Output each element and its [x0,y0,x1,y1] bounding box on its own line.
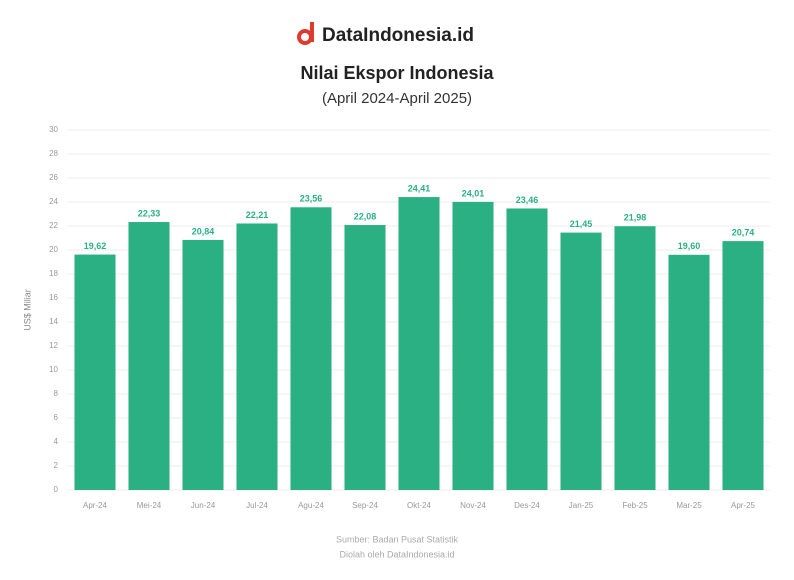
value-label: 20,74 [732,227,755,237]
bar [506,208,548,491]
x-tick-label: Sep-24 [352,501,378,510]
x-tick-label: Apr-24 [83,501,108,510]
y-tick-label: 0 [54,485,59,494]
bar [668,254,710,490]
x-tick-label: Feb-25 [622,501,648,510]
y-tick-label: 8 [54,389,59,398]
y-tick-label: 26 [49,173,58,182]
value-label: 24,41 [408,183,431,193]
brand-logo [297,22,314,45]
value-label: 22,08 [354,211,377,221]
source: Sumber: Badan Pusat Statistik [336,534,459,544]
y-tick-label: 28 [49,149,58,158]
y-axis-label: US$ Miliar [22,289,32,331]
x-tick-label: Nov-24 [460,501,486,510]
bar [74,254,116,490]
bar [398,197,440,490]
value-label: 21,98 [624,213,647,223]
bar [236,223,278,491]
chart-title: Nilai Ekspor Indonesia [300,63,494,83]
y-tick-label: 12 [49,341,58,350]
x-tick-label: Des-24 [514,501,540,510]
bar [722,241,764,490]
value-label: 21,45 [570,219,593,229]
value-label: 19,60 [678,241,701,251]
y-tick-label: 14 [49,317,58,326]
bar [614,226,656,491]
x-tick-label: Jun-24 [191,501,216,510]
x-tick-label: Okt-24 [407,501,432,510]
y-tick-label: 10 [49,365,58,374]
bar [182,239,224,490]
value-label: 22,33 [138,208,161,218]
y-tick-label: 6 [54,413,59,422]
x-tick-label: Agu-24 [298,501,324,510]
x-tick-label: Jul-24 [246,501,268,510]
bar [560,232,602,490]
value-label: 19,62 [84,241,107,251]
y-tick-label: 4 [54,437,59,446]
y-tick-label: 30 [49,125,58,134]
bar [452,201,494,490]
x-tick-label: Apr-25 [731,501,756,510]
value-label: 22,21 [246,210,269,220]
bar [344,225,386,491]
y-tick-label: 20 [49,245,58,254]
y-tick-label: 24 [49,197,58,206]
value-label: 23,56 [300,194,323,204]
chart-subtitle: (April 2024-April 2025) [322,90,472,107]
note: Diolah oleh DataIndonesia.id [339,549,454,559]
y-tick-label: 22 [49,221,58,230]
brand-name: DataIndonesia.id [322,25,474,46]
x-tick-label: Mar-25 [676,501,702,510]
value-label: 20,84 [192,226,215,236]
value-label: 23,46 [516,195,539,205]
x-tick-label: Jan-25 [569,501,594,510]
x-tick-label: Mei-24 [137,501,162,510]
bar [290,207,332,490]
y-tick-label: 18 [49,269,58,278]
value-label: 24,01 [462,188,485,198]
y-tick-label: 16 [49,293,58,302]
y-tick-label: 2 [54,461,59,470]
bar [128,222,170,491]
